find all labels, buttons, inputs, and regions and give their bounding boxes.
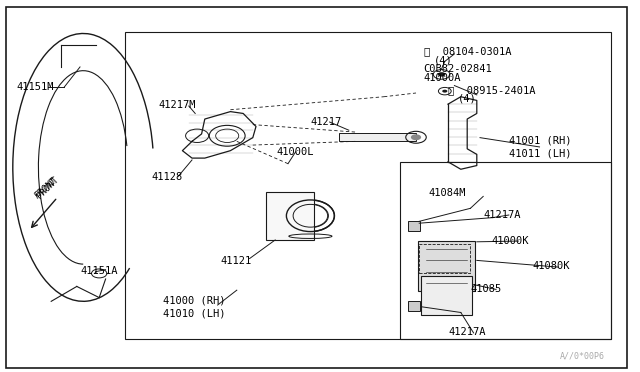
FancyBboxPatch shape xyxy=(408,301,420,311)
Circle shape xyxy=(411,134,421,140)
FancyBboxPatch shape xyxy=(339,133,416,141)
Text: 41085: 41085 xyxy=(470,285,502,294)
Text: 41151M: 41151M xyxy=(16,83,54,92)
Text: 41121: 41121 xyxy=(221,256,252,266)
Text: 41217A: 41217A xyxy=(448,327,486,337)
Text: 41151A: 41151A xyxy=(80,266,118,276)
FancyBboxPatch shape xyxy=(266,192,314,240)
Text: 41084M: 41084M xyxy=(429,188,467,198)
Text: Ⓜ  08915-2401A: Ⓜ 08915-2401A xyxy=(448,85,536,95)
Text: 41000K: 41000K xyxy=(492,236,529,246)
Text: (4): (4) xyxy=(458,94,477,103)
Text: 41001 (RH)
41011 (LH): 41001 (RH) 41011 (LH) xyxy=(509,136,572,158)
Circle shape xyxy=(438,72,445,77)
Text: 41000L: 41000L xyxy=(276,147,314,157)
Text: 41080K: 41080K xyxy=(532,261,570,271)
Text: 41217: 41217 xyxy=(310,117,342,127)
Circle shape xyxy=(442,90,447,93)
Text: FRONT: FRONT xyxy=(35,176,61,201)
Text: FRONT: FRONT xyxy=(33,176,59,200)
Text: 41217M: 41217M xyxy=(159,100,196,110)
Text: C0B82-02841: C0B82-02841 xyxy=(424,64,492,74)
FancyBboxPatch shape xyxy=(421,276,472,315)
FancyBboxPatch shape xyxy=(408,221,420,231)
Text: Ⓑ  08104-0301A: Ⓑ 08104-0301A xyxy=(424,46,511,56)
Text: 41217A: 41217A xyxy=(483,210,521,220)
Text: A//0*00P6: A//0*00P6 xyxy=(560,351,605,360)
Text: 41000A: 41000A xyxy=(424,73,461,83)
Text: 41128: 41128 xyxy=(152,172,183,182)
FancyBboxPatch shape xyxy=(418,241,475,291)
Text: 41000 (RH)
41010 (LH): 41000 (RH) 41010 (LH) xyxy=(163,296,226,318)
Text: (4): (4) xyxy=(434,55,452,65)
